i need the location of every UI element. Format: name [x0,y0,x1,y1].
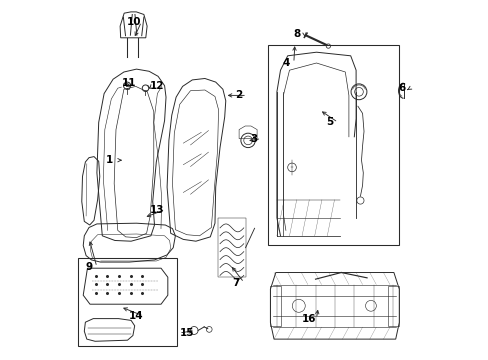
Text: 8: 8 [292,29,300,39]
Text: 15: 15 [179,328,194,338]
Text: 12: 12 [150,81,164,91]
Text: 7: 7 [232,278,240,288]
Text: 2: 2 [235,90,242,100]
Text: 4: 4 [282,58,289,68]
Text: 1: 1 [106,155,113,165]
Text: 16: 16 [301,314,315,324]
Text: 13: 13 [150,204,164,215]
Text: 3: 3 [249,134,257,144]
Bar [267,45,399,245]
Text: 5: 5 [326,117,333,127]
Text: 9: 9 [85,262,92,272]
Text: 11: 11 [122,78,136,88]
Text: 10: 10 [126,17,141,27]
Text: 6: 6 [398,83,405,93]
Bar [78,258,177,346]
Text: 14: 14 [128,311,143,321]
